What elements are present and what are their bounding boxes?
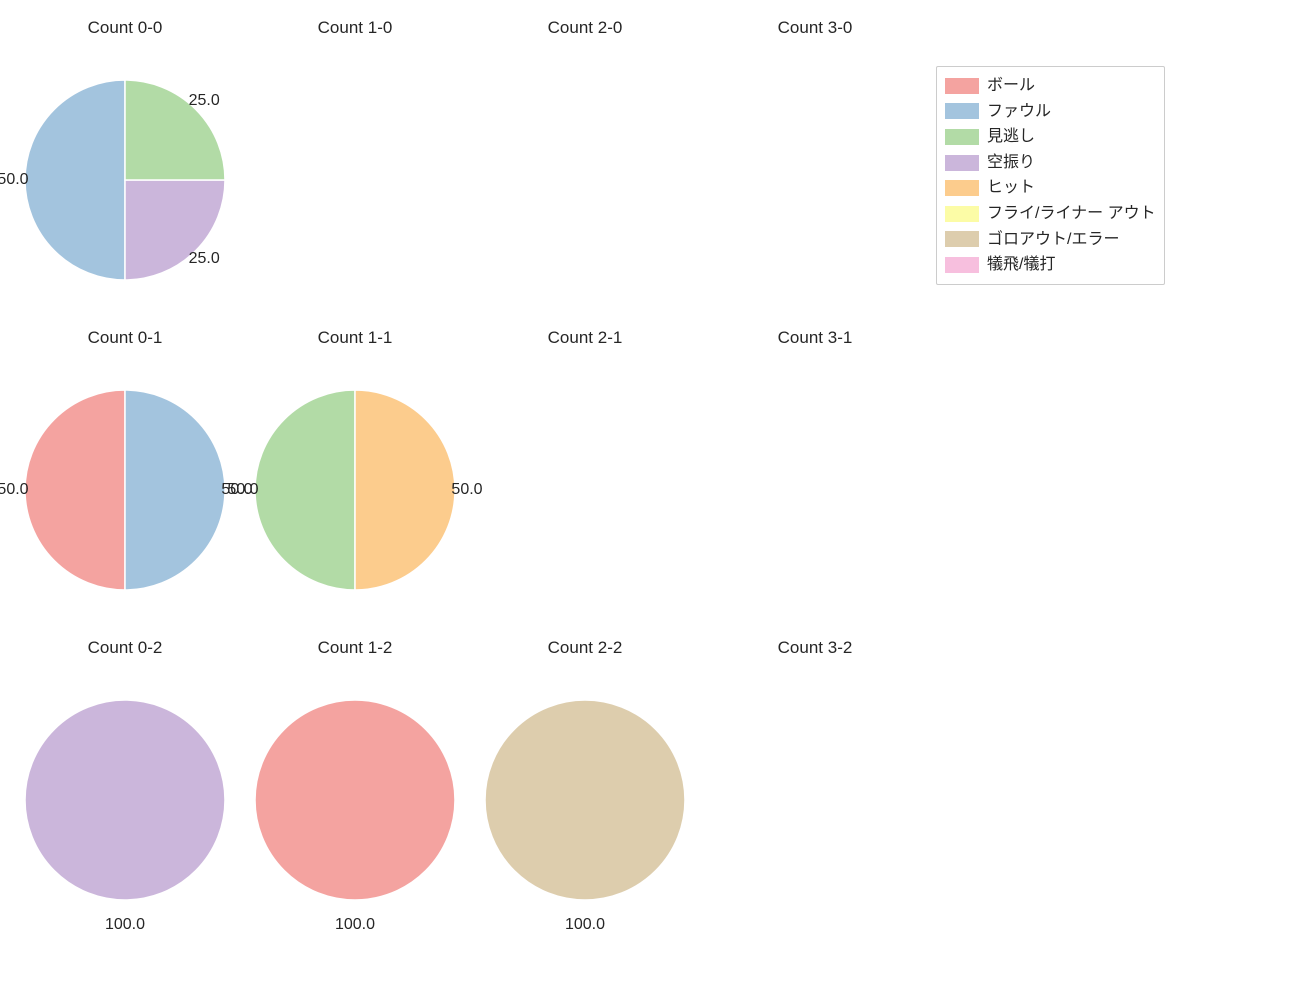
legend-item: フライ/ライナー アウト — [945, 201, 1156, 227]
pie-title: Count 2-1 — [470, 328, 700, 348]
pie-cell: Count 0-2100.0 — [10, 630, 240, 940]
legend-swatch — [945, 103, 979, 119]
pie-cell: Count 0-150.050.0 — [10, 320, 240, 630]
pie-title: Count 3-1 — [700, 328, 930, 348]
pie-slice — [125, 80, 225, 180]
legend-label: ヒット — [987, 175, 1035, 201]
pie: 100.0 — [470, 630, 700, 940]
pie-title: Count 2-0 — [470, 18, 700, 38]
legend-item: 犠飛/犠打 — [945, 252, 1156, 278]
pie-slice — [25, 700, 225, 900]
legend-label: ゴロアウト/エラー — [987, 227, 1119, 253]
pie-slice — [355, 390, 455, 590]
legend-label: 見逃し — [987, 124, 1035, 150]
legend-swatch — [945, 231, 979, 247]
pie-slice — [485, 700, 685, 900]
pie-cell: Count 1-2100.0 — [240, 630, 470, 940]
legend-swatch — [945, 155, 979, 171]
legend-item: 空振り — [945, 150, 1156, 176]
pie-cell: Count 3-2 — [700, 630, 930, 940]
pie-cell: Count 3-0 — [700, 10, 930, 320]
pie: 50.025.025.0 — [10, 10, 240, 320]
pie-slice — [255, 390, 355, 590]
pie: 50.050.0 — [240, 320, 470, 630]
pie: 100.0 — [10, 630, 240, 940]
pie-title: Count 3-0 — [700, 18, 930, 38]
pie: 50.050.0 — [10, 320, 240, 630]
legend-item: ヒット — [945, 175, 1156, 201]
legend-item: 見逃し — [945, 124, 1156, 150]
pie-cell: Count 1-150.050.0 — [240, 320, 470, 630]
legend-label: ファウル — [987, 99, 1051, 125]
legend-swatch — [945, 129, 979, 145]
legend-item: ボール — [945, 73, 1156, 99]
legend-label: ボール — [987, 73, 1035, 99]
pie-title: Count 1-0 — [240, 18, 470, 38]
pie-cell: Count 1-0 — [240, 10, 470, 320]
pie-slice — [125, 390, 225, 590]
pie-slice — [125, 180, 225, 280]
legend-label: 空振り — [987, 150, 1035, 176]
pie-slice — [25, 390, 125, 590]
pie-cell: Count 2-2100.0 — [470, 630, 700, 940]
pie-title: Count 3-2 — [700, 638, 930, 658]
pie-slice — [25, 80, 125, 280]
legend-item: ファウル — [945, 99, 1156, 125]
legend-swatch — [945, 257, 979, 273]
legend-label: 犠飛/犠打 — [987, 252, 1055, 278]
pie-slice — [255, 700, 455, 900]
pie-cell: Count 2-1 — [470, 320, 700, 630]
pie-cell: Count 3-1 — [700, 320, 930, 630]
legend-label: フライ/ライナー アウト — [987, 201, 1156, 227]
legend-swatch — [945, 206, 979, 222]
legend-swatch — [945, 180, 979, 196]
legend-swatch — [945, 78, 979, 94]
legend: ボールファウル見逃し空振りヒットフライ/ライナー アウトゴロアウト/エラー犠飛/… — [936, 66, 1165, 285]
pie-grid-figure: Count 0-050.025.025.0Count 1-0Count 2-0C… — [0, 0, 1300, 1000]
pie: 100.0 — [240, 630, 470, 940]
pie-cell: Count 0-050.025.025.0 — [10, 10, 240, 320]
legend-item: ゴロアウト/エラー — [945, 227, 1156, 253]
pie-cell: Count 2-0 — [470, 10, 700, 320]
